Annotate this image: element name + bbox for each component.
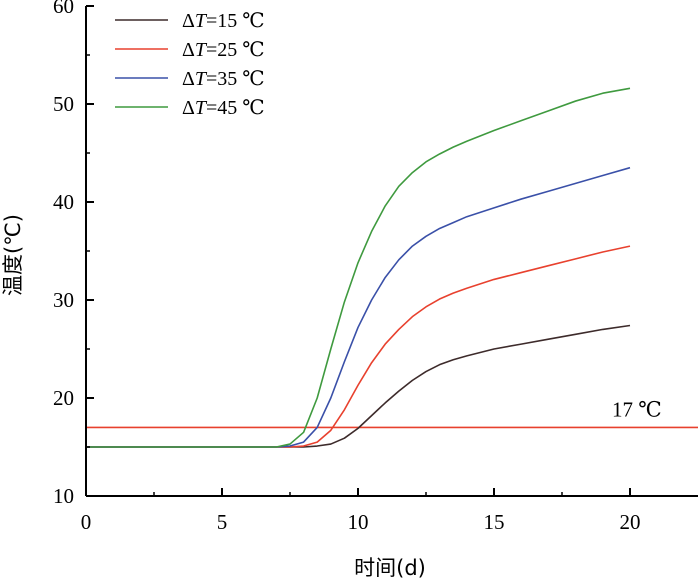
legend-label-prefix: Δ — [182, 10, 195, 32]
y-axis-title: 温度(℃) — [1, 214, 25, 296]
legend-label: ΔT=35 ℃ — [182, 68, 265, 90]
legend-label: ΔT=25 ℃ — [182, 39, 265, 61]
legend-label-var: T — [195, 97, 208, 119]
series-line-2 — [86, 245, 631, 448]
series-line-4 — [86, 87, 631, 448]
y-tick-label: 50 — [53, 92, 74, 116]
y-tick-label: 40 — [53, 190, 74, 214]
legend-label-var: T — [195, 68, 208, 90]
legend-label-prefix: Δ — [182, 68, 195, 90]
y-tick-label: 10 — [53, 484, 74, 508]
x-tick-label: 15 — [484, 510, 505, 534]
legend-label-suffix: =15 ℃ — [206, 10, 265, 32]
legend-label: ΔT=45 ℃ — [182, 97, 265, 119]
legend: ΔT=15 ℃ΔT=25 ℃ΔT=35 ℃ΔT=45 ℃ — [115, 10, 265, 119]
x-tick-label: 0 — [81, 510, 92, 534]
legend-label-prefix: Δ — [182, 97, 195, 119]
x-tick-label: 5 — [217, 510, 228, 534]
legend-label-suffix: =25 ℃ — [206, 39, 265, 61]
legend-item: ΔT=15 ℃ — [115, 10, 265, 32]
x-axis-title: 时间(d) — [354, 556, 426, 580]
x-tick-label: 10 — [348, 510, 369, 534]
legend-item: ΔT=45 ℃ — [115, 97, 265, 119]
x-tick-label: 20 — [620, 510, 641, 534]
series-line-3 — [86, 166, 631, 448]
legend-label-suffix: =45 ℃ — [206, 97, 265, 119]
reference-line-label: 17 ℃ — [612, 397, 662, 421]
plot-area — [86, 87, 698, 448]
legend-label-var: T — [195, 39, 208, 61]
legend-item: ΔT=35 ℃ — [115, 68, 265, 90]
y-tick-label: 60 — [53, 0, 74, 18]
legend-label: ΔT=15 ℃ — [182, 10, 265, 32]
legend-label-suffix: =35 ℃ — [206, 68, 265, 90]
legend-label-prefix: Δ — [182, 39, 195, 61]
legend-item: ΔT=25 ℃ — [115, 39, 265, 61]
legend-label-var: T — [195, 10, 208, 32]
axes: 10 20 30 40 50 60 0 5 10 15 20 — [53, 0, 698, 534]
y-tick-label: 20 — [53, 386, 74, 410]
y-tick-label: 30 — [53, 288, 74, 312]
